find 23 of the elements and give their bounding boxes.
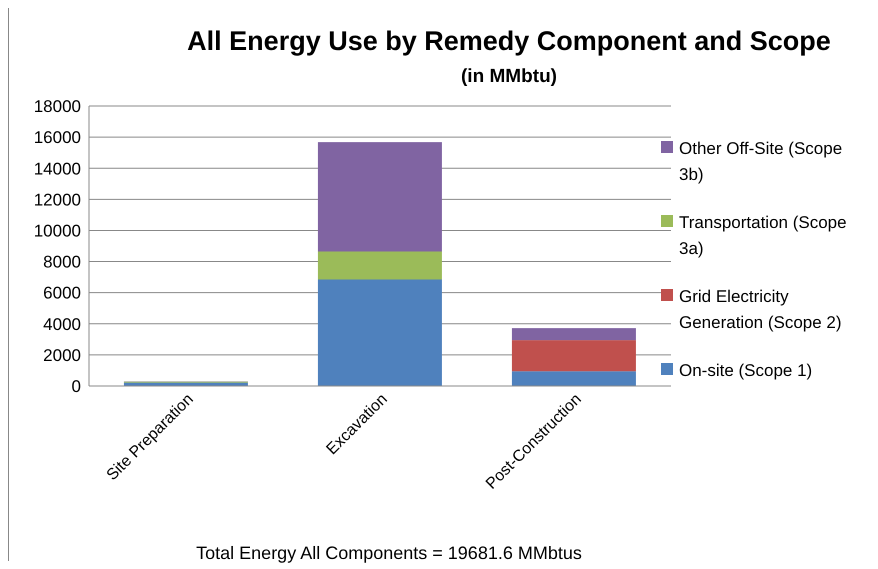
text: Total Energy All Components = 19681.6 MMbtus: [195, 543, 583, 564]
bar: [318, 251, 442, 280]
legend-label: On-site (Scope 1): [679, 360, 812, 382]
y-tick-label: 18000: [34, 97, 81, 116]
bar: [318, 279, 442, 386]
y-tick-label: 4000: [43, 314, 81, 334]
y-tick-label: 2000: [43, 346, 81, 365]
chart-title: All Energy Use by Remedy Component and Scope: [186, 26, 832, 57]
legend-label: Transportation (Scope 3a): [679, 212, 848, 260]
legend-label: Other Off-Site (Scope 3b): [679, 138, 844, 186]
bar: [512, 340, 636, 372]
chart-subtitle: (in MMbtu): [460, 66, 558, 88]
y-tick-label: 6000: [43, 284, 81, 303]
y-tick-label: 0: [72, 377, 81, 396]
bar: [318, 142, 442, 252]
legend-label: Grid Electricity Generation (Scope 2): [679, 286, 843, 334]
y-tick-label: 16000: [34, 128, 81, 148]
y-tick-label: 14000: [34, 159, 81, 178]
y-tick-label: 10000: [34, 221, 81, 240]
y-tick-label: 12000: [34, 190, 81, 210]
bar: [512, 328, 636, 340]
bar: [512, 371, 636, 386]
y-tick-label: 8000: [43, 252, 81, 272]
